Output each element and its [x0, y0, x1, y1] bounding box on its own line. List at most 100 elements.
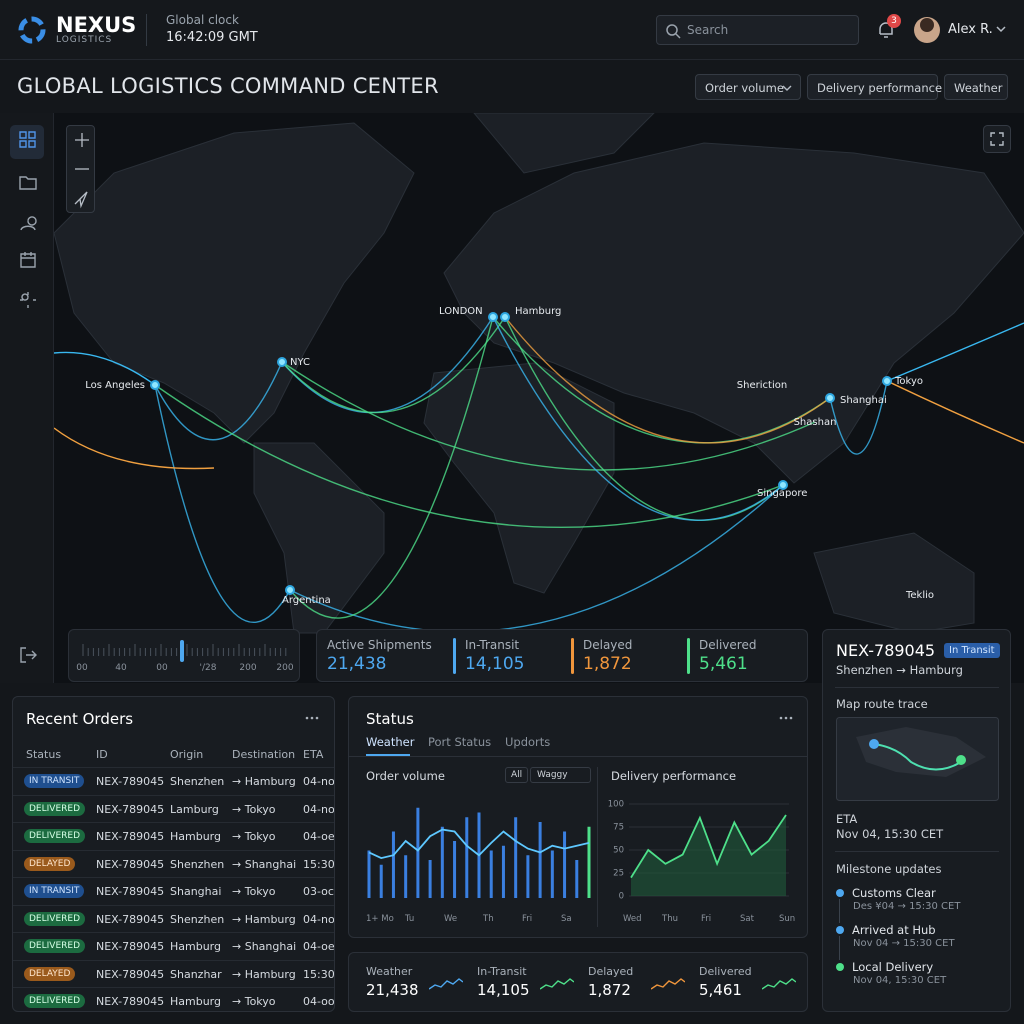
city-dot [882, 376, 892, 386]
status-pill: DELIVERED [24, 829, 85, 843]
milestone-dot [836, 963, 844, 971]
timeline-label: 200 [276, 663, 294, 673]
milestone-line [839, 936, 840, 960]
tab[interactable]: Updorts [505, 735, 551, 749]
x-tick-label: Fri [522, 914, 533, 924]
divider [349, 756, 807, 757]
user-name[interactable]: Alex R. [948, 22, 993, 37]
timeline-track [82, 640, 287, 662]
column-header: ID [96, 748, 108, 761]
bar [416, 807, 420, 898]
notification-badge[interactable]: 3 [887, 14, 901, 28]
nav-icon [19, 176, 37, 190]
cell: Hamburg [170, 940, 221, 953]
route [281, 361, 816, 471]
icon [20, 647, 37, 663]
milestone-dot [836, 926, 844, 934]
timeline-handle [180, 640, 184, 662]
x-tick-label: Tu [405, 914, 415, 924]
bar [514, 817, 518, 898]
sparkline-path [762, 978, 796, 990]
nav-icon [20, 252, 36, 268]
y-tick-label: 0 [619, 892, 624, 902]
row-divider [13, 959, 334, 961]
bar [563, 831, 567, 898]
milestones-title: Milestone updates [836, 862, 942, 876]
status-pill: DELIVERED [24, 939, 85, 953]
icon [990, 132, 1004, 146]
bar [453, 841, 457, 898]
active-nav[interactable] [10, 125, 44, 159]
sparkline-path [651, 978, 685, 990]
icon [675, 33, 681, 39]
tab[interactable]: Port Status [428, 735, 492, 749]
menu-button[interactable] [305, 715, 321, 721]
kpi-value: 5,461 [699, 654, 748, 674]
y-tick-label: 75 [613, 823, 624, 833]
x-tick-label: We [444, 914, 458, 924]
icon [20, 252, 36, 268]
milestone-name: Local Delivery [852, 960, 934, 974]
filter-select[interactable]: Waggy [530, 767, 591, 783]
y-tick-label: 100 [608, 800, 624, 810]
cell: NEX-789045 [96, 885, 165, 898]
cell: 15:30 [303, 857, 334, 871]
city-dot [488, 312, 498, 322]
bar [489, 850, 493, 898]
cell: NEX-789045 [96, 775, 165, 788]
timeline [68, 629, 300, 682]
icon [782, 85, 792, 91]
fullscreen-button[interactable] [983, 125, 1011, 153]
filter-button[interactable]: Delivery performance [807, 74, 942, 100]
delivery-chart: 0 25 50 75 100 [608, 800, 789, 902]
filter-chip[interactable]: All [505, 767, 529, 783]
cell: 04-no [303, 775, 334, 788]
row-divider [13, 767, 334, 768]
bar [404, 855, 408, 898]
bar [575, 860, 579, 898]
kpi-value: 1,872 [583, 654, 632, 674]
zoom-button[interactable] [67, 155, 95, 183]
shipment-route: Shenzhen → Hamburg [836, 663, 963, 677]
search-box[interactable]: Search [656, 15, 859, 45]
y-tick-label: 25 [613, 869, 624, 879]
milestone-dot [836, 889, 844, 897]
menu-button[interactable] [779, 715, 795, 721]
cell: 04-oe [303, 940, 334, 953]
search-icon [666, 24, 681, 39]
divider [835, 687, 999, 688]
route [54, 427, 215, 470]
zoom-button[interactable] [67, 184, 95, 212]
order-volume-chart [367, 807, 591, 898]
landmass [813, 532, 975, 634]
zoom-button[interactable] [67, 126, 95, 154]
stat-value: 14,105 [477, 981, 530, 999]
route-minimap [836, 717, 999, 801]
dot [315, 716, 319, 720]
city-dot [150, 380, 160, 390]
header: NEXUS LOGISTICS Global clock 16:42:09 GMT Se… [0, 0, 1024, 60]
tab[interactable]: Weather [366, 735, 415, 749]
route [504, 316, 831, 444]
nav-icon [19, 131, 36, 148]
row-divider [13, 932, 334, 933]
cell: Shanzhar [170, 967, 222, 981]
landmass [856, 727, 986, 777]
x-tick-label: Wed [623, 914, 642, 924]
kpi-value: 21,438 [327, 654, 387, 674]
tab-underline [366, 754, 410, 756]
row-divider [13, 849, 334, 851]
route [886, 322, 1024, 382]
cell: Hamburg [170, 830, 221, 843]
timeline-label: 40 [115, 663, 127, 673]
bar [391, 831, 395, 898]
sparkline [651, 978, 685, 990]
filter-button[interactable]: Weather [944, 74, 1008, 100]
panel-title: Recent Orders [26, 710, 134, 728]
kpi-label: Delayed [583, 638, 633, 652]
timeline-label: 00 [76, 663, 88, 673]
divider [835, 851, 999, 852]
city-label: NYC [290, 357, 310, 368]
x-tick-label: Sat [740, 914, 754, 924]
city-label: Argentina [282, 595, 331, 606]
